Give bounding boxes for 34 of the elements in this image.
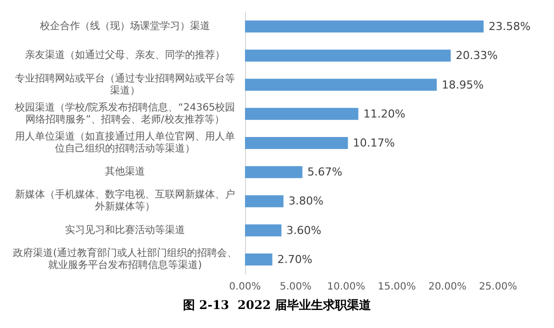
y-tick-label: 校企合作（线（现）场课堂学习）渠道 <box>39 20 210 32</box>
bar <box>245 78 437 91</box>
data-label: 10.17% <box>352 136 395 150</box>
data-label: 20.33% <box>456 49 498 62</box>
y-tick-label: 其他渠道 <box>105 166 145 178</box>
y-tick-label: 校园渠道（学校/院系发布招聘信息、“24365校园网络招聘服务”、招聘会、老师/校友推荐等） <box>14 101 236 126</box>
bar <box>245 224 282 236</box>
bar <box>245 20 484 33</box>
y-tick-label: 用人单位渠道（如直接通过用人单位官网、用人单位自己组织的招聘活动等渠道） <box>15 130 235 154</box>
data-label: 3.60% <box>286 224 322 237</box>
x-tick-label: 0.00% <box>229 282 261 292</box>
x-tick-label: 10.00% <box>327 282 366 292</box>
data-label: 2.70% <box>277 252 312 266</box>
x-tick-label: 20.00% <box>428 282 466 292</box>
bar <box>245 166 302 178</box>
bar <box>245 50 451 62</box>
y-tick-label: 专业招聘网站或平台（通过专业招聘网站或平台等渠道） <box>15 72 235 96</box>
x-tick-label: 15.00% <box>378 282 416 292</box>
y-tick-label: 实习见习和比赛活动等渠道 <box>65 224 185 236</box>
y-tick-label: 政府渠道(通过教育部门或人社部门组织的招聘会、就业服务平台发布招聘信息等渠道) <box>13 246 237 271</box>
y-tick-label: 亲友渠道（如通过父母、亲友、同学的推荐） <box>25 49 225 62</box>
x-tick-label: 25.00% <box>478 282 518 292</box>
y-tick-label: 新媒体（手机媒体、数字电视、互联网新媒体、户外新媒体等） <box>15 188 235 213</box>
bar <box>245 137 348 149</box>
bar <box>245 253 272 266</box>
bar <box>245 108 358 120</box>
data-label: 5.67% <box>307 166 342 179</box>
bar <box>245 195 284 208</box>
x-tick-label: 5.00% <box>280 282 312 292</box>
data-label: 18.95% <box>442 78 484 92</box>
data-label: 3.80% <box>288 194 324 208</box>
data-label: 23.58% <box>488 20 531 34</box>
text: 图 2-13 2022 届毕业生求职渠道 <box>182 298 372 312</box>
data-label: 11.20% <box>363 107 406 120</box>
